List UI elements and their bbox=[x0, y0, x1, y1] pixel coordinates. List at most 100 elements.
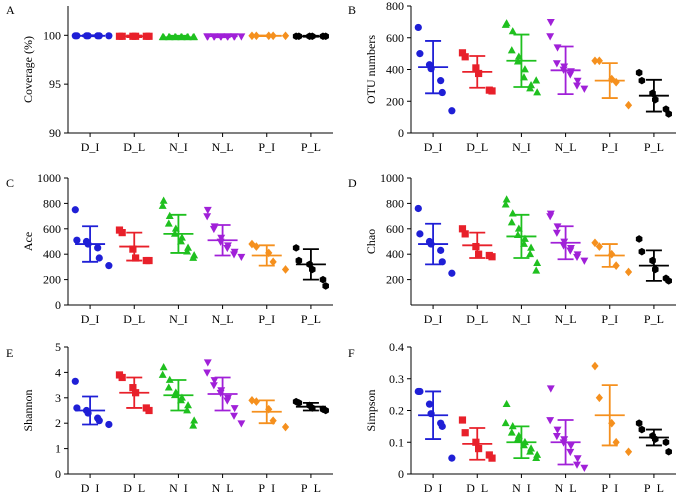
data-point bbox=[438, 422, 446, 430]
data-point bbox=[475, 445, 483, 453]
data-point bbox=[546, 213, 555, 221]
y-tick-label: 400 bbox=[386, 247, 404, 261]
y-axis-label: Ace bbox=[21, 232, 35, 251]
data-point bbox=[513, 434, 522, 442]
data-point bbox=[612, 77, 620, 87]
y-tick-label: 400 bbox=[386, 63, 404, 77]
data-point bbox=[437, 77, 445, 85]
data-point bbox=[546, 33, 555, 41]
data-point bbox=[448, 454, 456, 462]
data-point bbox=[566, 448, 575, 457]
data-point bbox=[566, 71, 575, 79]
y-axis-label: Simpson bbox=[364, 389, 378, 431]
series-d-i bbox=[71, 206, 113, 270]
data-point bbox=[416, 387, 424, 396]
data-point bbox=[158, 201, 167, 209]
data-point bbox=[591, 56, 599, 66]
y-tick-label: 90 bbox=[49, 126, 61, 140]
series-p-i bbox=[248, 31, 290, 41]
data-point bbox=[416, 50, 424, 58]
data-point bbox=[425, 400, 434, 408]
data-point bbox=[203, 33, 212, 41]
data-point bbox=[573, 82, 581, 90]
data-point bbox=[223, 244, 232, 253]
y-tick-label: 0 bbox=[55, 298, 61, 312]
data-point bbox=[129, 384, 137, 392]
data-point bbox=[95, 254, 103, 262]
data-point bbox=[295, 399, 303, 407]
y-tick-label: 0.3 bbox=[389, 372, 404, 386]
data-point bbox=[73, 236, 81, 244]
data-point bbox=[458, 416, 467, 424]
x-tick-label: D_L bbox=[123, 140, 145, 154]
x-tick-label: N_L bbox=[555, 481, 577, 493]
data-point bbox=[132, 254, 140, 262]
data-point bbox=[580, 85, 589, 93]
x-tick-label: D_I bbox=[424, 312, 443, 326]
y-tick-label: 200 bbox=[386, 94, 404, 108]
series-n-l bbox=[203, 33, 246, 41]
data-point bbox=[159, 363, 168, 371]
data-point bbox=[573, 461, 581, 469]
data-point bbox=[580, 464, 589, 472]
data-point bbox=[71, 206, 79, 214]
data-point bbox=[203, 206, 212, 215]
y-tick-label: 95 bbox=[49, 77, 61, 91]
data-point bbox=[437, 246, 445, 254]
x-tick-label: D_L bbox=[123, 312, 145, 326]
data-point bbox=[292, 244, 300, 252]
chart-panel-d: D 200 400 600 800 1000 Chao D_I D_L N_I N_L P_I P_L bbox=[348, 171, 676, 326]
data-point bbox=[281, 31, 290, 41]
data-point bbox=[508, 27, 517, 35]
y-tick-label: 100 bbox=[43, 28, 61, 42]
data-point bbox=[145, 256, 153, 265]
data-point bbox=[448, 269, 456, 277]
data-point bbox=[649, 256, 656, 265]
series-p-i bbox=[591, 361, 633, 457]
data-point bbox=[553, 426, 562, 434]
data-point bbox=[209, 382, 218, 390]
series-p-l bbox=[292, 397, 329, 415]
data-point bbox=[665, 277, 672, 285]
data-point bbox=[488, 253, 496, 261]
data-point bbox=[526, 249, 535, 258]
series-d-i bbox=[71, 32, 113, 40]
data-point bbox=[414, 204, 422, 213]
x-tick-label: P_L bbox=[301, 312, 321, 326]
data-point bbox=[665, 110, 672, 118]
panel-label: F bbox=[348, 346, 355, 360]
data-point bbox=[546, 417, 555, 425]
x-tick-label: D_I bbox=[81, 312, 100, 326]
data-point bbox=[210, 377, 219, 385]
panel-label: D bbox=[348, 176, 357, 190]
data-point bbox=[237, 420, 246, 428]
data-point bbox=[532, 266, 541, 274]
data-point bbox=[448, 107, 456, 115]
data-point bbox=[638, 247, 646, 256]
data-point bbox=[546, 385, 555, 393]
x-tick-label: P_I bbox=[601, 312, 618, 326]
data-point bbox=[209, 225, 218, 234]
data-point bbox=[252, 397, 260, 406]
x-tick-label: D_I bbox=[81, 140, 100, 154]
data-point bbox=[461, 230, 469, 238]
data-point bbox=[635, 235, 643, 243]
panel-label: B bbox=[348, 3, 356, 17]
data-point bbox=[573, 77, 582, 85]
y-tick-label: 0.4 bbox=[389, 340, 404, 354]
data-point bbox=[237, 33, 246, 41]
data-point bbox=[295, 256, 303, 265]
data-point bbox=[165, 375, 174, 383]
y-tick-label: 0 bbox=[398, 126, 404, 140]
y-tick-label: 0 bbox=[398, 467, 404, 481]
data-point bbox=[95, 417, 103, 425]
x-tick-label: N_I bbox=[169, 481, 188, 493]
y-tick-label: 600 bbox=[386, 31, 404, 45]
series-p-i bbox=[591, 56, 633, 110]
data-point bbox=[532, 453, 541, 462]
y-tick-label: 0 bbox=[55, 467, 61, 481]
series-d-i bbox=[71, 377, 113, 429]
data-point bbox=[488, 87, 496, 95]
data-point bbox=[526, 447, 535, 455]
